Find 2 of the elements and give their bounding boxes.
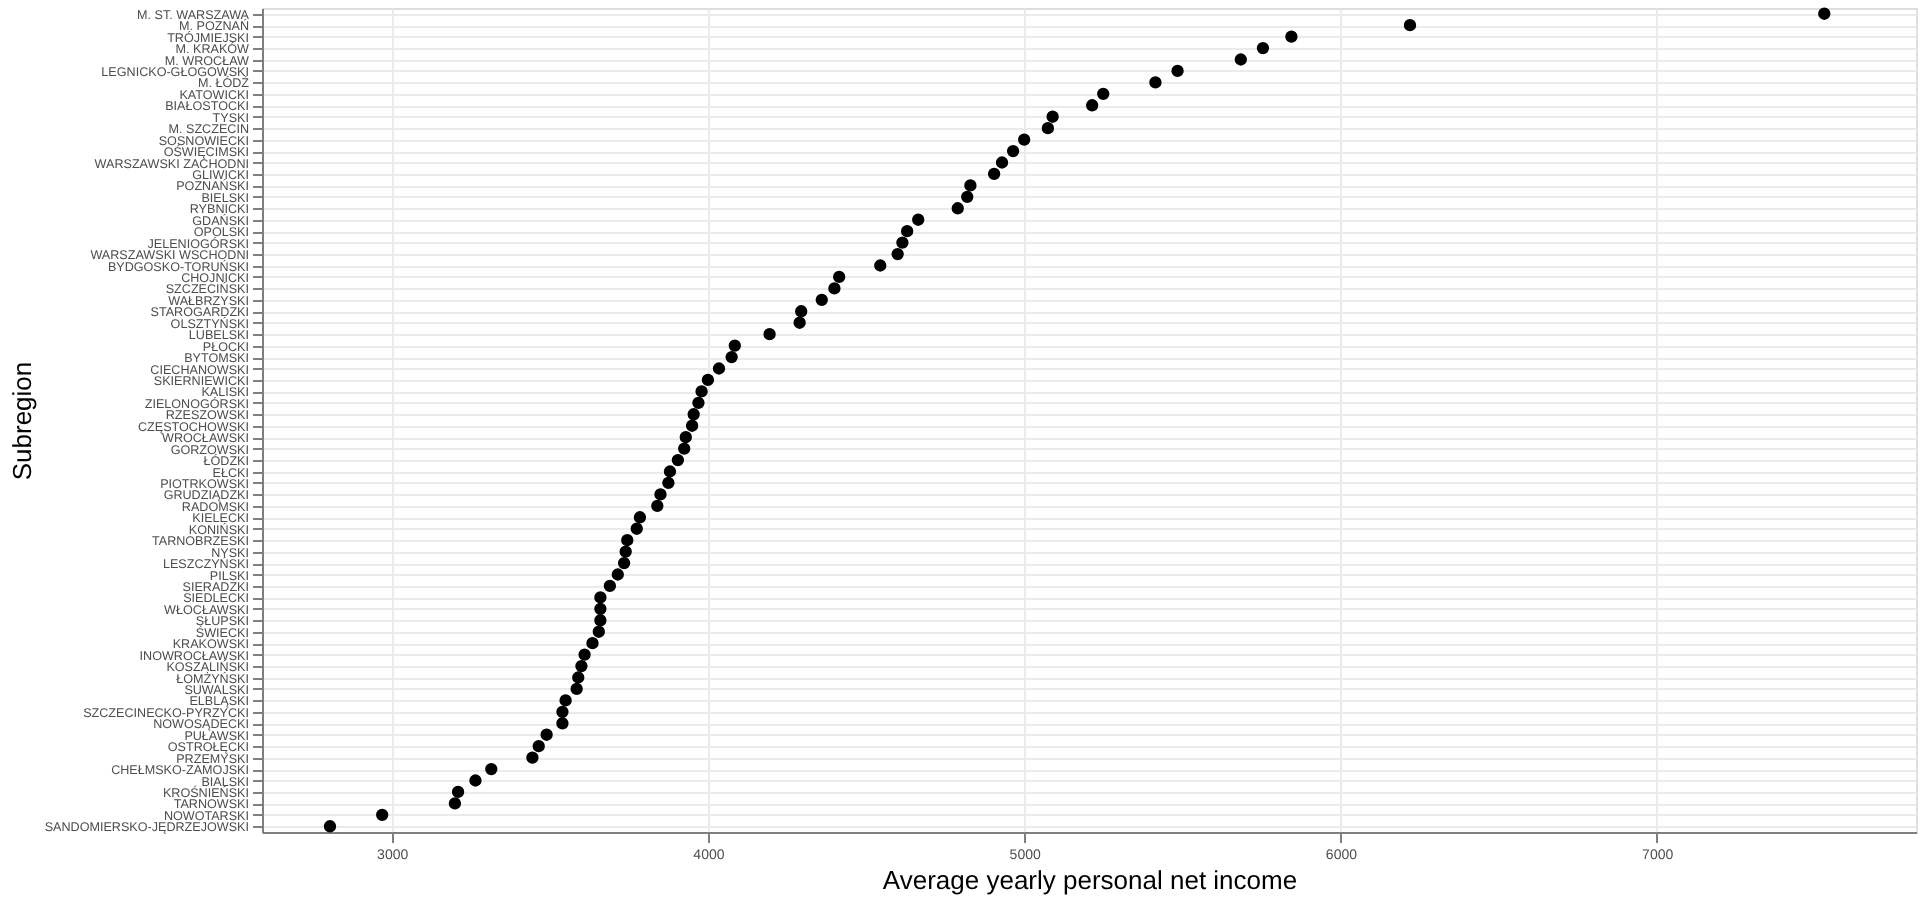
x-axis-title: Average yearly personal net income	[882, 865, 1298, 895]
y-axis-title: Subregion	[6, 361, 37, 481]
